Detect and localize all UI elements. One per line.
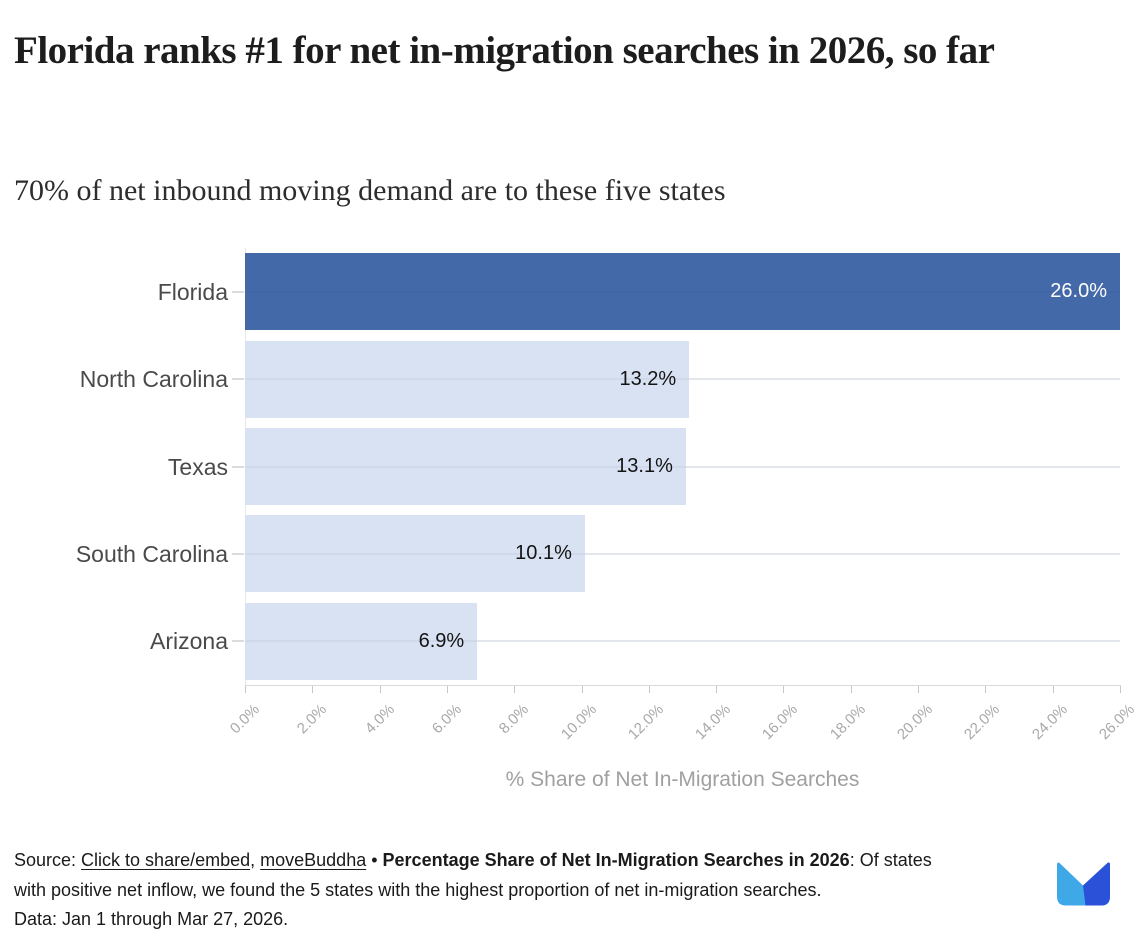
x-axis-tick-icon <box>446 686 448 693</box>
category-tick-icon <box>232 465 244 468</box>
category-label: Arizona <box>150 628 228 655</box>
x-axis-tick-icon <box>514 686 516 693</box>
footer-notes: Source: Click to share/embed, moveBuddha… <box>14 846 1034 935</box>
bar[interactable]: 10.1% <box>245 515 585 593</box>
category-label: South Carolina <box>75 540 228 567</box>
bar-value-label: 6.9% <box>418 629 465 652</box>
gridline-overlay <box>245 552 1120 555</box>
chart-subtitle: 70% of net inbound moving demand are to … <box>14 174 726 207</box>
x-axis-tick-icon <box>783 686 785 693</box>
x-axis-title: % Share of Net In-Migration Searches <box>505 768 860 791</box>
x-axis-line <box>245 685 1121 686</box>
category-label: Florida <box>157 278 228 305</box>
bar-value-label: 13.2% <box>619 367 677 390</box>
x-axis-tick-icon <box>918 686 920 693</box>
x-axis-tick-icon <box>716 686 718 693</box>
footer-comma: , <box>250 850 261 870</box>
chart-title: Florida ranks #1 for net in-migration se… <box>14 29 995 72</box>
gridline <box>245 640 1120 643</box>
x-axis-tick-icon <box>850 686 852 693</box>
bar-value-label: 13.1% <box>616 455 673 477</box>
category-tick-icon <box>232 290 244 293</box>
movebuddha-link[interactable]: moveBuddha <box>260 850 367 870</box>
x-axis-tick-icon <box>985 686 987 693</box>
x-axis-tick-icon <box>312 686 314 693</box>
x-axis-tick-icon <box>1052 686 1054 693</box>
gridline-overlay <box>245 378 1120 381</box>
share-embed-link[interactable]: Click to share/embed <box>81 850 251 870</box>
category-tick-icon <box>232 378 244 381</box>
gridline-overlay <box>245 640 1120 643</box>
x-axis-tick-icon <box>1120 686 1121 693</box>
bar[interactable]: 13.2% <box>245 340 690 418</box>
category-label: Texas <box>167 453 228 480</box>
footer-data-range: Data: Jan 1 through Mar 27, 2026. <box>14 909 289 929</box>
bar[interactable]: 26.0% <box>245 253 1120 331</box>
x-axis-tick-icon <box>581 686 583 693</box>
gridline-overlay <box>245 465 1120 468</box>
bar-value-label: 10.1% <box>515 542 572 565</box>
gridline-overlay <box>245 290 1120 293</box>
category-tick-icon <box>232 552 244 555</box>
footer-line2: with positive net inflow, we found the 5… <box>14 879 822 900</box>
category-tick-icon <box>232 640 244 643</box>
x-axis-tick-icon <box>379 686 381 693</box>
gridline <box>245 552 1120 555</box>
movebuddha-logo-icon[interactable] <box>1055 861 1112 907</box>
x-axis-tick-icon <box>648 686 650 693</box>
x-axis-tick-icon <box>245 686 246 693</box>
footer-chart-name: Percentage Share of Net In-Migration Sea… <box>382 850 850 870</box>
bar-value-label: 26.0% <box>1050 280 1107 303</box>
category-label: North Carolina <box>79 366 228 393</box>
bar[interactable]: 13.1% <box>245 428 686 505</box>
footer-line1-rest: : Of states <box>849 850 932 870</box>
source-label: Source: <box>14 850 82 870</box>
bar[interactable]: 6.9% <box>245 602 478 680</box>
footer-separator: • <box>366 850 383 870</box>
